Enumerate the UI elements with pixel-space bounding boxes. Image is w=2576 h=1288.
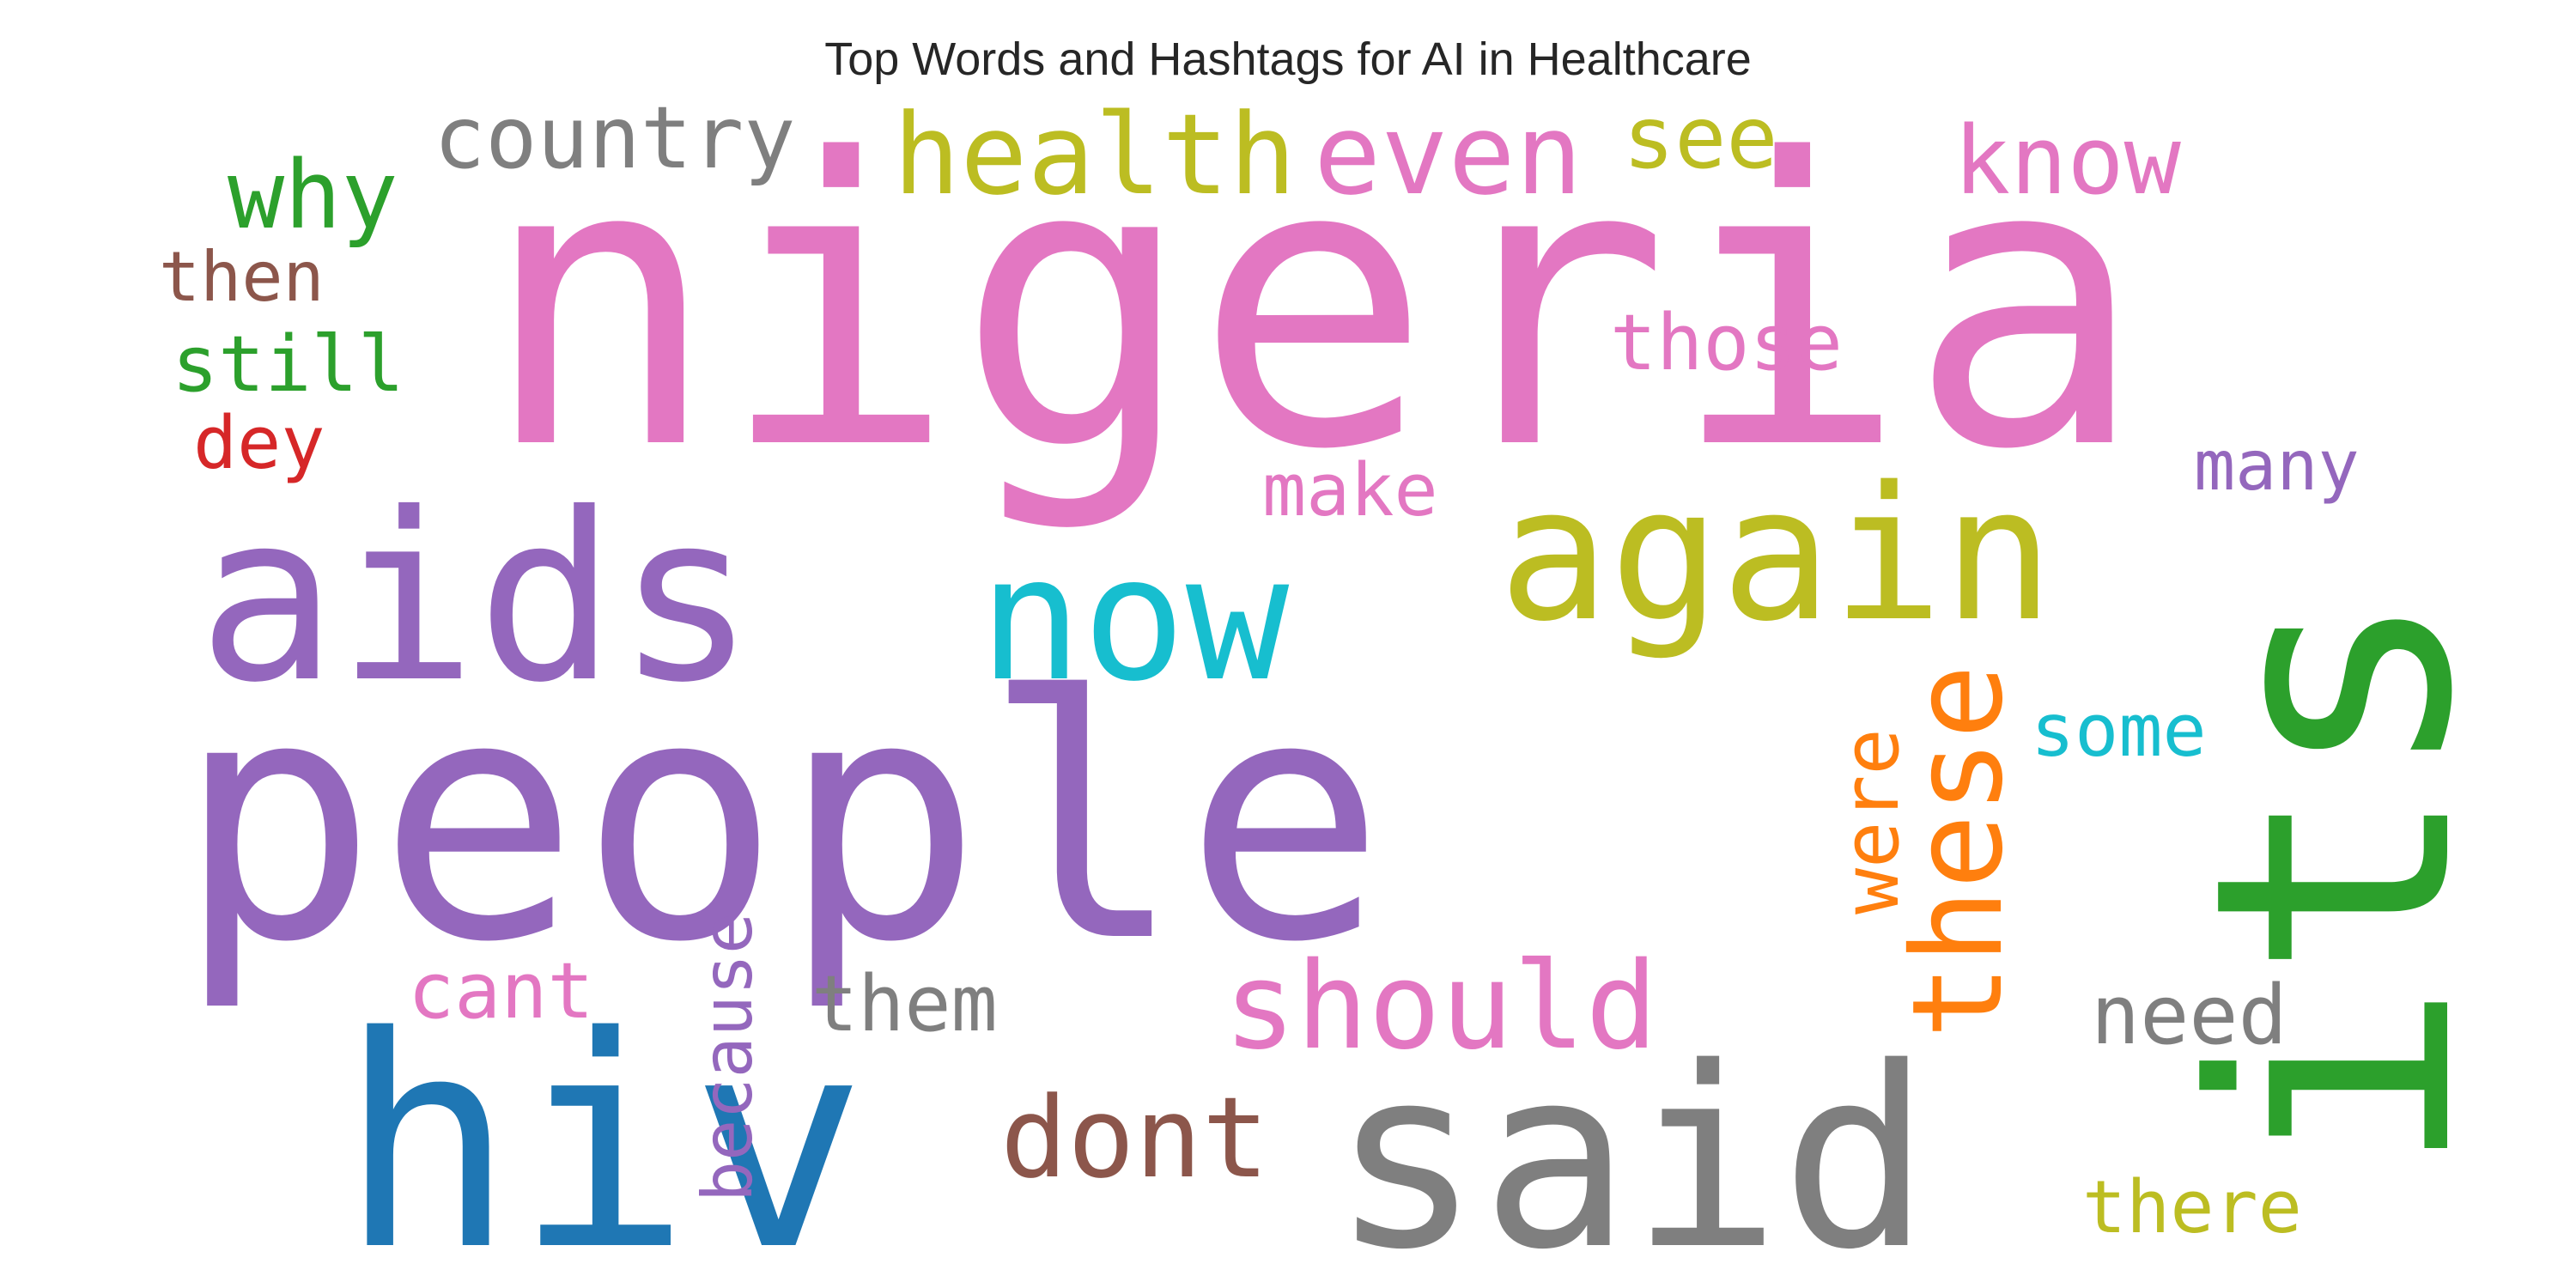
word-even: even: [1314, 89, 1583, 220]
word-aids: aids: [197, 463, 756, 733]
word-know: know: [1953, 106, 2182, 216]
word-now: now: [979, 519, 1290, 720]
word-cant: cant: [408, 946, 594, 1036]
word-nigeria: nigeria: [481, 76, 2146, 536]
word-need: need: [2091, 969, 2287, 1063]
word-make: make: [1262, 448, 1438, 533]
word-health: health: [893, 89, 1297, 220]
word-its: its: [2144, 587, 2524, 1176]
word-still: still: [172, 319, 404, 410]
word-those: those: [1610, 298, 1843, 388]
word-many: many: [2194, 426, 2360, 506]
word-these: these: [1886, 665, 2031, 1040]
word-them: them: [811, 959, 998, 1049]
word-because: because: [688, 913, 768, 1202]
word-see: see: [1623, 88, 1778, 188]
word-then: then: [159, 237, 325, 317]
word-people: people: [176, 625, 1386, 1015]
word-why: why: [228, 140, 398, 250]
chart-title: Top Words and Hashtags for AI in Healthc…: [824, 33, 1752, 85]
word-some: some: [2031, 689, 2207, 774]
word-again: again: [1498, 447, 2054, 662]
word-there: there: [2082, 1165, 2302, 1250]
word-were: were: [1826, 728, 1917, 914]
word-hiv: hiv: [339, 975, 866, 1288]
word-dont: dont: [1000, 1072, 1269, 1203]
word-country: country: [434, 88, 795, 188]
word-said: said: [1331, 1015, 1930, 1288]
word-should: should: [1224, 937, 1658, 1077]
word-dey: dey: [193, 401, 325, 486]
